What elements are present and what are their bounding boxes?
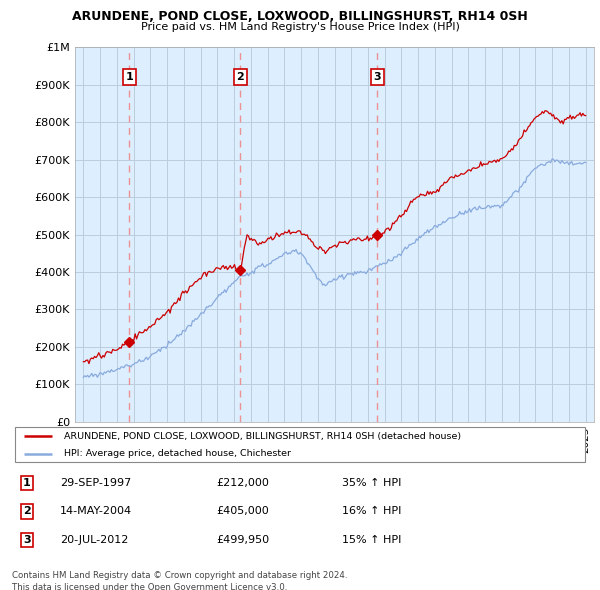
Text: Contains HM Land Registry data © Crown copyright and database right 2024.: Contains HM Land Registry data © Crown c… (12, 571, 347, 580)
Text: ARUNDENE, POND CLOSE, LOXWOOD, BILLINGSHURST, RH14 0SH (detached house): ARUNDENE, POND CLOSE, LOXWOOD, BILLINGSH… (64, 431, 461, 441)
Text: 3: 3 (23, 535, 31, 545)
Text: 3: 3 (373, 72, 381, 82)
Text: 1: 1 (23, 478, 31, 488)
Text: £212,000: £212,000 (216, 478, 269, 488)
Text: 15% ↑ HPI: 15% ↑ HPI (342, 535, 401, 545)
Text: 14-MAY-2004: 14-MAY-2004 (60, 506, 132, 516)
Text: 29-SEP-1997: 29-SEP-1997 (60, 478, 131, 488)
Text: This data is licensed under the Open Government Licence v3.0.: This data is licensed under the Open Gov… (12, 583, 287, 590)
Text: 35% ↑ HPI: 35% ↑ HPI (342, 478, 401, 488)
Text: 2: 2 (23, 506, 31, 516)
Text: £499,950: £499,950 (216, 535, 269, 545)
Text: Price paid vs. HM Land Registry's House Price Index (HPI): Price paid vs. HM Land Registry's House … (140, 22, 460, 32)
Text: ARUNDENE, POND CLOSE, LOXWOOD, BILLINGSHURST, RH14 0SH: ARUNDENE, POND CLOSE, LOXWOOD, BILLINGSH… (72, 10, 528, 23)
FancyBboxPatch shape (15, 428, 585, 461)
Text: 16% ↑ HPI: 16% ↑ HPI (342, 506, 401, 516)
Text: 2: 2 (236, 72, 244, 82)
Text: HPI: Average price, detached house, Chichester: HPI: Average price, detached house, Chic… (64, 450, 291, 458)
Text: £405,000: £405,000 (216, 506, 269, 516)
Text: 20-JUL-2012: 20-JUL-2012 (60, 535, 128, 545)
Text: 1: 1 (125, 72, 133, 82)
